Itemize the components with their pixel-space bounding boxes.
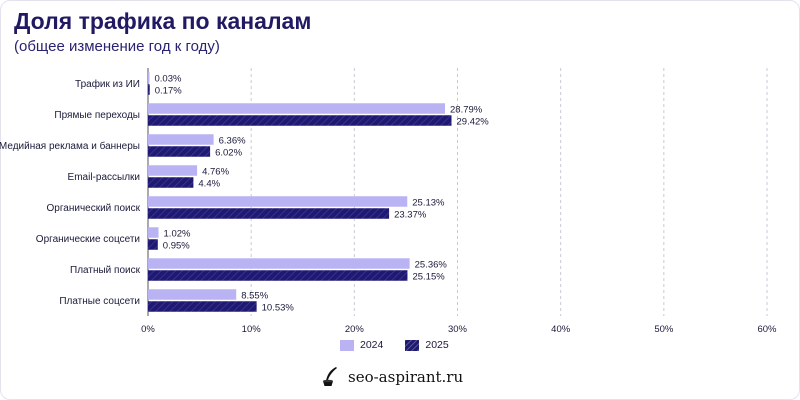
x-tick-label: 10% [242, 324, 262, 335]
legend-label-2025: 2025 [425, 339, 449, 351]
data-label-2025: 0.95% [163, 240, 190, 251]
category-label: Платные соцсети [59, 296, 140, 307]
category-label: Платный поиск [70, 265, 141, 276]
bar-2024 [148, 196, 408, 207]
bar-2025 [148, 239, 158, 250]
bar-2024 [148, 227, 159, 238]
legend-swatch-2025 [405, 339, 420, 351]
data-label-2025: 0.17% [155, 85, 182, 96]
x-tick-label: 60% [757, 324, 777, 335]
chart-subtitle: (общее изменение год к году) [14, 38, 220, 55]
legend-label-2024: 2024 [360, 339, 384, 351]
data-label-2024: 0.03% [155, 73, 182, 84]
bar-2024 [148, 165, 198, 176]
data-label-2024: 4.76% [202, 166, 229, 177]
bar-2025 [148, 146, 211, 157]
category-label: Email-рассылки [68, 172, 140, 183]
bar-2025 [148, 115, 452, 126]
x-tick-label: 30% [448, 324, 468, 335]
x-tick-label: 40% [551, 324, 571, 335]
bar-2024 [148, 72, 150, 83]
legend-item-2024: 2024 [340, 339, 383, 351]
data-label-2025: 4.4% [198, 178, 220, 189]
bar-2024 [148, 258, 410, 269]
data-label-2024: 1.02% [164, 228, 191, 239]
chart-legend: 2024 2025 [340, 339, 449, 351]
x-tick-label: 0% [141, 324, 155, 335]
data-label-2024: 6.36% [219, 135, 246, 146]
bar-2024 [148, 134, 214, 145]
inkwell-quill-icon [323, 367, 337, 386]
data-label-2025: 29.42% [457, 116, 490, 127]
data-label-2024: 28.79% [450, 104, 483, 115]
bar-2025 [148, 84, 150, 95]
legend-swatch-2024 [340, 339, 354, 351]
data-label-2024: 25.13% [412, 197, 445, 208]
data-label-2025: 25.15% [412, 271, 445, 282]
data-label-2024: 8.55% [241, 290, 268, 301]
bar-2024 [148, 289, 237, 300]
data-label-2025: 23.37% [394, 209, 427, 220]
bar-2024 [148, 103, 446, 114]
category-label: Медийная реклама и баннеры [0, 140, 140, 152]
category-label: Прямые переходы [54, 110, 140, 121]
data-label-2025: 10.53% [262, 302, 295, 313]
brand-text: seo-aspirant.ru [348, 368, 464, 386]
bar-2025 [148, 270, 408, 281]
category-label: Органические соцсети [36, 234, 140, 245]
bar-2025 [148, 208, 390, 219]
category-label: Органический поиск [47, 203, 141, 214]
bar-2025 [148, 301, 257, 312]
legend-item-2025: 2025 [405, 339, 449, 351]
data-label-2024: 25.36% [415, 259, 448, 270]
data-label-2025: 6.02% [215, 147, 242, 158]
footer-brand: seo-aspirant.ru [318, 366, 463, 388]
chart-title: Доля трафика по каналам [14, 8, 312, 34]
x-tick-label: 50% [654, 324, 674, 335]
x-tick-label: 20% [345, 324, 365, 335]
bar-2025 [148, 177, 194, 188]
category-label: Трафик из ИИ [75, 78, 140, 90]
